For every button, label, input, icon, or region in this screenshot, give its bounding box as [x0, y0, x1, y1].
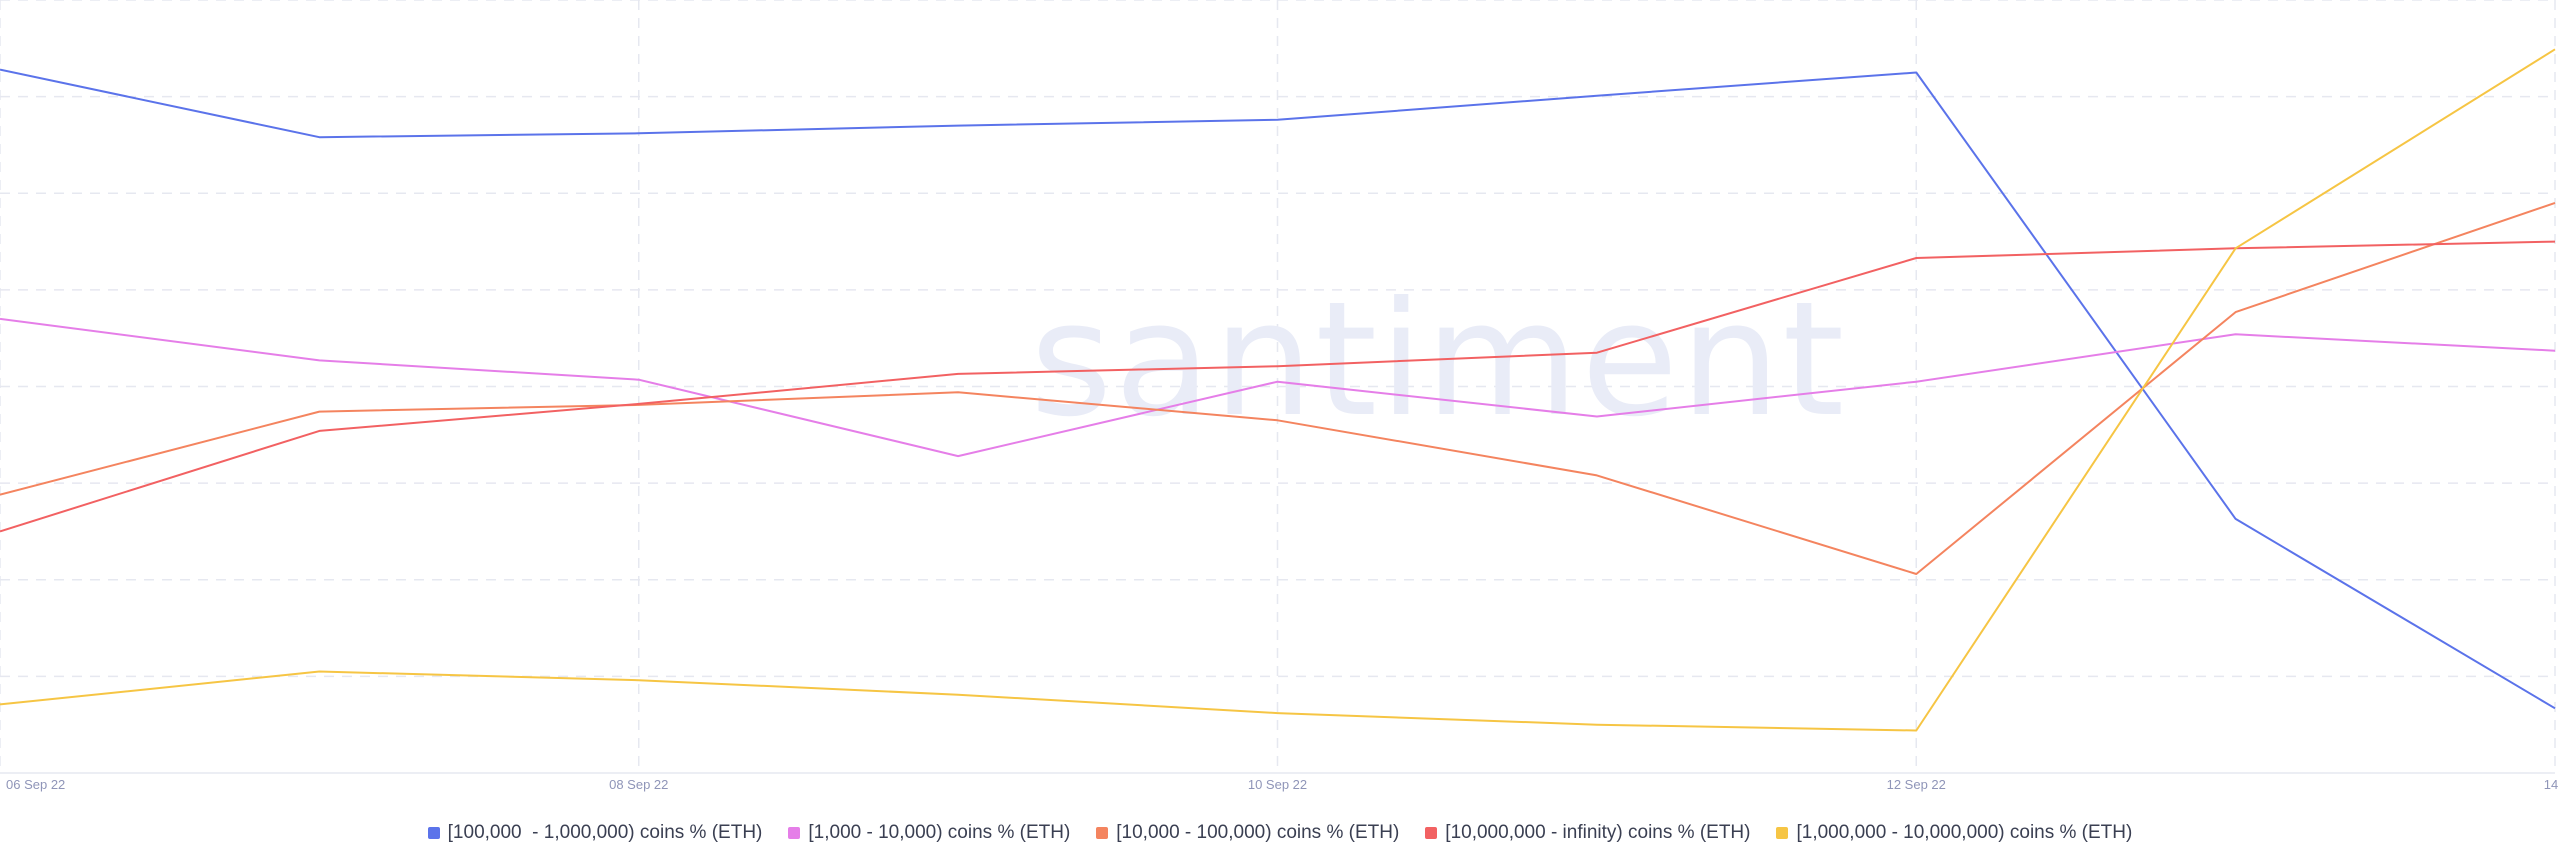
legend-item-1[interactable]: [100,000 - 1,000,000) coins % (ETH)	[427, 822, 763, 844]
legend-swatch	[427, 827, 440, 839]
legend-swatch	[1425, 827, 1438, 839]
series-line-1[interactable]	[0, 68, 2556, 710]
legend-item-3[interactable]: [10,000 - 100,000) coins % (ETH)	[1096, 822, 1399, 844]
legend-label: [1,000 - 10,000) coins % (ETH)	[808, 822, 1071, 843]
series-line-5[interactable]	[0, 48, 2556, 732]
legend-swatch	[1096, 827, 1109, 839]
series-lines	[0, 48, 2556, 732]
series-line-2[interactable]	[0, 317, 2556, 458]
legend-swatch	[1776, 827, 1789, 839]
x-tick-label: 06 Sep 22	[6, 777, 65, 792]
legend-item-5[interactable]: [1,000,000 - 10,000,000) coins % (ETH)	[1776, 822, 2132, 844]
x-tick-label: 12 Sep 22	[1887, 777, 1946, 792]
legend-label: [100,000 - 1,000,000) coins % (ETH)	[447, 822, 763, 843]
legend-label: [10,000 - 100,000) coins % (ETH)	[1116, 822, 1400, 843]
x-tick-label: 14 Sep	[2544, 777, 2560, 792]
legend-label: [10,000,000 - infinity) coins % (ETH)	[1445, 822, 1751, 843]
grid	[0, 0, 2556, 774]
legend-swatch	[788, 827, 801, 839]
x-tick-label: 10 Sep 22	[1248, 777, 1307, 792]
x-axis-ticks: 06 Sep 22 08 Sep 22 10 Sep 22 12 Sep 22 14 S…	[6, 777, 2560, 792]
x-tick-label: 08 Sep 22	[609, 777, 668, 792]
series-line-4[interactable]	[0, 240, 2556, 533]
legend-item-2[interactable]: [1,000 - 10,000) coins % (ETH)	[788, 822, 1070, 844]
legend-item-4[interactable]: [10,000,000 - infinity) coins % (ETH)	[1425, 822, 1750, 844]
legend-label: [1,000,000 - 10,000,000) coins % (ETH)	[1796, 822, 2133, 843]
legend: [100,000 - 1,000,000) coins % (ETH) [1,00…	[0, 815, 2560, 851]
series-line-3[interactable]	[0, 201, 2556, 575]
